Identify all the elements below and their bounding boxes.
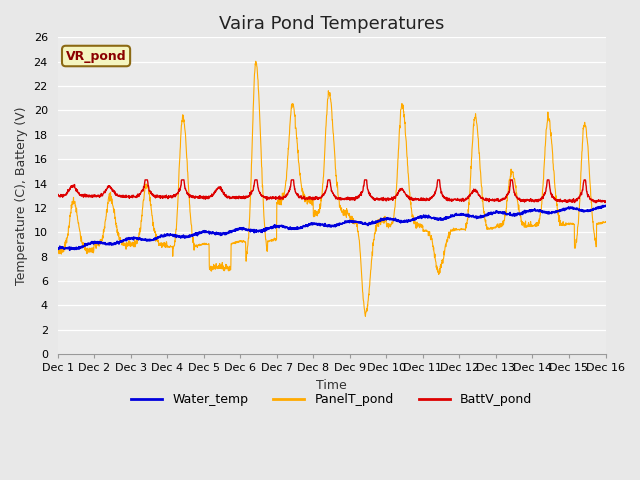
Y-axis label: Temperature (C), Battery (V): Temperature (C), Battery (V) [15,107,28,285]
X-axis label: Time: Time [316,379,347,392]
Legend: Water_temp, PanelT_pond, BattV_pond: Water_temp, PanelT_pond, BattV_pond [126,388,537,411]
Title: Vaira Pond Temperatures: Vaira Pond Temperatures [219,15,444,33]
Text: VR_pond: VR_pond [66,49,126,62]
